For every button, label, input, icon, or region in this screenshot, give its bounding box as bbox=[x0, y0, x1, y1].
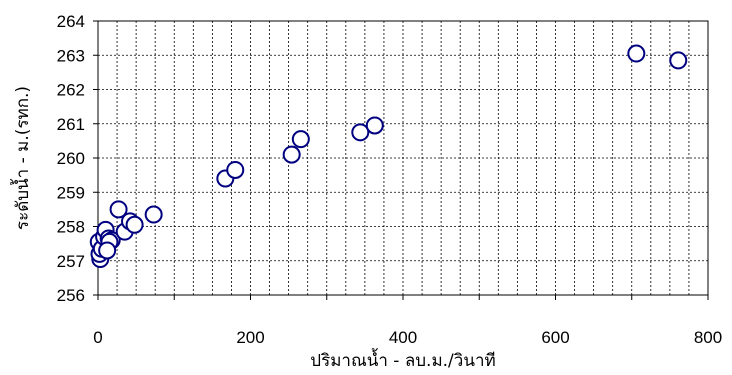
y-tick-label: 258 bbox=[57, 218, 85, 237]
data-point bbox=[125, 215, 144, 234]
x-tick-label: 800 bbox=[694, 328, 722, 347]
data-point bbox=[98, 241, 117, 260]
x-tick-label: 600 bbox=[541, 328, 569, 347]
data-point bbox=[144, 205, 163, 224]
y-axis-label: ระดับน้ำ - ม.(รทก.) bbox=[10, 86, 33, 230]
x-tick-label: 200 bbox=[236, 328, 264, 347]
y-tick-label: 264 bbox=[57, 12, 85, 31]
data-points bbox=[89, 44, 688, 269]
y-tick-label: 259 bbox=[57, 183, 85, 202]
y-tick-label: 256 bbox=[57, 286, 85, 305]
data-point bbox=[226, 160, 245, 179]
y-tick-label: 260 bbox=[57, 149, 85, 168]
x-axis-ticks: 0 200 400 600 800 bbox=[93, 295, 722, 347]
data-point bbox=[351, 123, 370, 142]
y-tick-label: 263 bbox=[57, 46, 85, 65]
y-tick-label: 261 bbox=[57, 115, 85, 134]
y-tick-label: 262 bbox=[57, 81, 85, 100]
data-point bbox=[365, 116, 384, 135]
x-tick-label: 400 bbox=[389, 328, 417, 347]
x-tick-label: 0 bbox=[93, 328, 102, 347]
x-axis-label: ปริมาณน้ำ - ลบ.ม./วินาที bbox=[310, 348, 495, 371]
data-point bbox=[109, 200, 128, 219]
y-tick-label: 257 bbox=[57, 252, 85, 271]
data-point bbox=[282, 145, 301, 164]
y-axis-ticks: 256 257 258 259 260 261 262 263 264 bbox=[57, 12, 98, 305]
data-point bbox=[291, 130, 310, 149]
data-point bbox=[627, 44, 646, 63]
data-point bbox=[669, 51, 688, 70]
